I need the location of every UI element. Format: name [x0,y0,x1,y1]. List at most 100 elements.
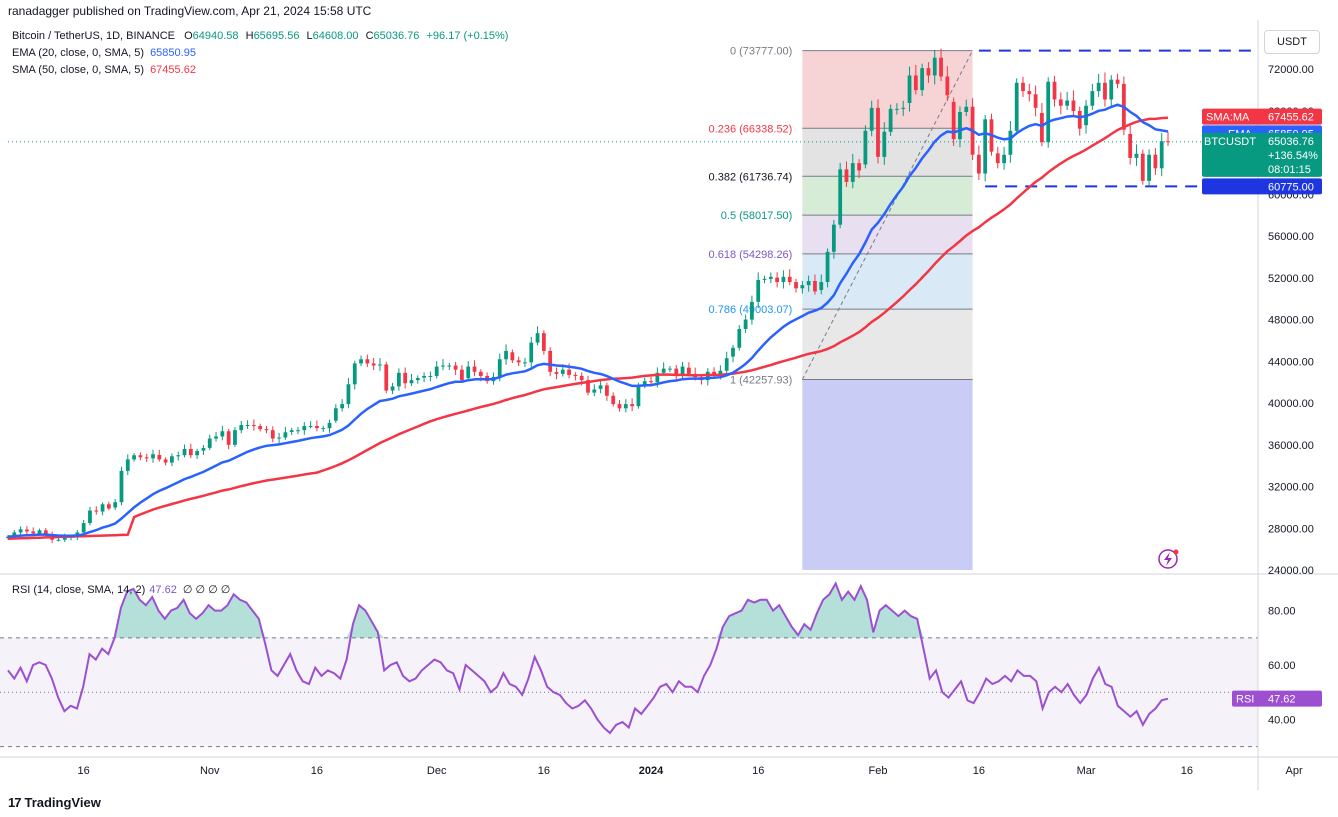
change-value: +96.17 (+0.15%) [426,30,509,42]
candle-body [806,281,811,286]
candle [1090,83,1095,111]
candle-body [31,531,36,534]
ema-legend-value: 65850.95 [150,47,196,59]
candle [623,399,628,413]
time-tick-label: 2024 [639,765,664,777]
candle-body [535,333,540,343]
candle-body [119,470,124,503]
candle-body [1115,79,1120,84]
tradingview-logo[interactable]: 17 TradingView [8,795,101,810]
candle [1058,92,1063,115]
fib-zone [802,215,973,254]
candle-body [731,347,735,357]
candle-body [132,455,136,460]
candle [554,367,559,380]
rsi-pane [0,581,1258,748]
candle [523,357,527,367]
ohlc-legend: Bitcoin / TetherUS, 1D, BINANCE O64940.5… [12,30,508,42]
candle [434,361,439,379]
candle-body [529,342,534,363]
candle [132,453,136,462]
close-value: 65036.76 [373,30,420,42]
candle-body [1077,110,1082,129]
horizontal-lines [8,49,1258,188]
time-tick-label: Nov [200,765,220,777]
candle-body [750,301,754,320]
candle-body [510,352,515,361]
price-tick-label: 28000.00 [1268,523,1314,535]
candle [831,219,836,259]
candle-body [378,364,382,366]
time-tick-label: 16 [752,765,764,777]
candle [88,506,92,526]
candle [926,62,931,83]
candle-body [333,408,338,421]
candle-body [926,68,931,76]
open-value: 64940.58 [192,30,239,42]
candle [529,336,534,368]
price-chart[interactable]: 0 (73777.00) 0.236 (66338.52) 0.382 (61736… [0,0,1338,790]
candle-body [630,404,635,407]
candle [365,354,370,368]
candle-body [1096,82,1101,92]
candle [794,278,798,293]
candle [668,365,672,373]
candle-body [201,447,206,451]
lightning-icon[interactable] [1158,549,1179,569]
last-price-tag-text: +136.54% [1268,150,1318,162]
candle-body [1147,154,1151,181]
candle-body [327,422,332,429]
candle-body [359,359,363,364]
candle [106,501,111,511]
candle [876,99,880,164]
candle-body [756,279,761,302]
currency-button[interactable]: USDT [1264,30,1320,54]
candle-body [251,424,256,427]
candle-body [913,75,918,91]
candle-body [768,276,773,279]
candle-body [579,375,584,381]
candle-body [907,75,912,103]
price-tick-label: 52000.00 [1268,273,1314,285]
candle-body [94,510,99,512]
candle-body [340,404,345,409]
candle [964,99,969,117]
ema-line [7,103,1169,538]
candle [296,427,300,435]
candle [548,347,553,377]
candle [151,449,155,463]
candle-body [441,365,445,367]
candle [195,448,200,459]
last-price-tag-text: BTCUSDT [1204,136,1256,148]
candle-body [1153,154,1158,169]
candle [882,122,887,165]
candle [125,454,130,476]
low-label: L [306,30,313,42]
candle [289,427,294,436]
candle [605,382,609,401]
candle-body [1159,141,1164,169]
fib-label: 0.382 (61736.74) [709,171,793,183]
candle [1166,131,1170,146]
candle [447,362,452,371]
candle [327,419,332,433]
candle [346,378,351,409]
candle-body [787,276,792,283]
candle [201,444,206,456]
price-tick-label: 36000.00 [1268,440,1314,452]
candle-body [781,276,786,283]
candle [119,466,124,506]
candle [800,280,805,294]
candle-body [239,424,244,431]
candle [724,351,729,376]
candle-body [523,362,527,364]
candle-body [1071,100,1076,111]
level-price-tag: 60775.00 [1202,178,1322,195]
sma-line [7,116,1169,540]
candle-body [106,504,111,509]
candle-body [939,57,943,77]
candle [731,344,735,363]
candle [18,526,23,536]
candle-body [283,432,288,438]
rsi-legend: RSI (14, close, SMA, 14, 2) 47.62 ∅ ∅ ∅ ∅ [12,583,230,596]
